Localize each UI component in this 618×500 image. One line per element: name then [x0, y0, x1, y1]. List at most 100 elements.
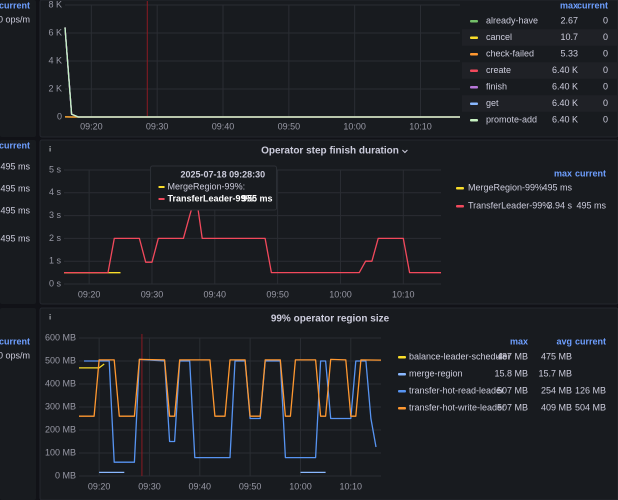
legend-label[interactable]: check-failed — [486, 48, 534, 58]
left-panel — [0, 308, 36, 500]
legend-marker[interactable] — [470, 102, 478, 106]
y-tick-label: 8 K — [48, 0, 62, 9]
left-panel — [0, 0, 36, 137]
y-tick-label: 4 s — [49, 187, 62, 197]
legend-value: 504 MB — [575, 402, 606, 412]
column-header: current — [0, 0, 30, 10]
x-tick-label: 09:50 — [239, 481, 262, 491]
x-tick-label: 10:00 — [289, 481, 312, 491]
x-tick-label: 09:40 — [204, 289, 227, 299]
legend-value: 6.40 K — [552, 98, 578, 108]
legend-value: 495 ms — [0, 205, 30, 215]
y-tick-label: 0 MB — [55, 470, 76, 480]
series-line — [79, 358, 382, 417]
column-header: current — [0, 140, 30, 150]
legend-value: 126 MB — [575, 385, 606, 395]
tooltip-marker — [158, 186, 165, 188]
legend-label[interactable]: get — [486, 98, 499, 108]
x-tick-label: 10:10 — [340, 481, 363, 491]
legend-marker[interactable] — [398, 356, 406, 359]
x-tick-label: 09:30 — [138, 481, 161, 491]
legend-label[interactable]: promote-add — [486, 114, 537, 124]
x-tick-label: 09:30 — [146, 121, 169, 131]
y-tick-label: 0 s — [49, 278, 62, 288]
legend-value: 2.67 — [560, 15, 578, 25]
legend-marker[interactable] — [470, 53, 478, 56]
y-tick-label: 1 s — [49, 256, 62, 266]
y-tick-label: 4 K — [48, 55, 62, 65]
legend-label[interactable]: MergeRegion-99% — [468, 182, 543, 192]
legend-value: 495 ms — [576, 200, 606, 210]
x-tick-label: 09:50 — [278, 121, 301, 131]
legend-marker[interactable] — [470, 36, 478, 40]
title-menu[interactable] — [402, 149, 408, 154]
panel-title: Operator step finish duration — [261, 146, 399, 157]
legend-value: 0 ops/m — [0, 14, 30, 24]
series-line — [64, 27, 460, 118]
legend-value: 10.7 — [560, 32, 578, 42]
legend-marker[interactable] — [456, 205, 464, 208]
legend-marker[interactable] — [470, 119, 478, 122]
legend-label[interactable]: merge-region — [409, 368, 463, 378]
legend-value: 0 — [603, 15, 608, 25]
panel-title: 99% operator region size — [271, 314, 390, 325]
legend-marker[interactable] — [456, 187, 464, 190]
legend-value: 0 — [603, 32, 608, 42]
tooltip — [150, 165, 278, 211]
y-tick-label: 2 s — [49, 233, 62, 243]
x-tick-label: 09:20 — [78, 289, 101, 299]
legend-value: 495 ms — [0, 183, 30, 193]
column-header: current — [0, 336, 30, 346]
legend-marker[interactable] — [398, 373, 406, 376]
legend-label[interactable]: finish — [486, 81, 507, 91]
legend-value: 495 ms — [0, 161, 30, 171]
tooltip-marker — [158, 198, 165, 200]
legend-value: 6.40 K — [552, 114, 578, 124]
legend-label[interactable]: balance-leader-scheduler — [409, 351, 511, 361]
legend-marker[interactable] — [470, 20, 478, 23]
legend-label[interactable]: TransferLeader-99% — [468, 200, 550, 210]
legend-value: 5.33 — [560, 48, 578, 58]
y-tick-label: 600 MB — [45, 332, 76, 342]
legend-row-bg — [462, 95, 618, 112]
legend-value: 495 ms — [0, 233, 30, 243]
x-tick-label: 09:20 — [88, 481, 111, 491]
x-tick-label: 10:10 — [392, 289, 415, 299]
legend-value: 6.40 K — [552, 65, 578, 75]
legend-value: 409 MB — [541, 402, 572, 412]
series-line — [79, 363, 105, 369]
legend-value: 254 MB — [541, 385, 572, 395]
legend-label[interactable]: cancel — [486, 32, 512, 42]
info-icon[interactable] — [46, 312, 54, 320]
panel — [39, 139, 618, 305]
x-tick-label: 09:20 — [80, 121, 103, 131]
legend-value: 6.40 K — [552, 81, 578, 91]
legend-value: 0 — [603, 98, 608, 108]
legend-marker[interactable] — [470, 69, 478, 73]
x-tick-label: 10:00 — [329, 289, 352, 299]
legend-marker[interactable] — [398, 390, 406, 393]
legend-label[interactable]: transfer-hot-write-leader — [409, 402, 505, 412]
y-tick-label: 500 MB — [45, 355, 76, 365]
legend-value: 0 ops/m — [0, 350, 30, 360]
legend-value: 15.8 MB — [494, 368, 528, 378]
legend-marker[interactable] — [398, 407, 406, 410]
legend-label[interactable]: transfer-hot-read-leader — [409, 385, 504, 395]
legend-marker[interactable] — [470, 86, 478, 89]
column-header: current — [577, 0, 608, 10]
column-header: max — [510, 336, 528, 346]
y-tick-label: 300 MB — [45, 401, 76, 411]
y-tick-label: 200 MB — [45, 424, 76, 434]
info-icon[interactable] — [46, 144, 54, 152]
tooltip-value: 955 ms — [242, 193, 273, 203]
legend-row-bg — [462, 62, 618, 79]
x-tick-label: 09:30 — [141, 289, 164, 299]
legend-value: 0 — [603, 48, 608, 58]
legend-row-bg — [462, 29, 618, 46]
legend-label[interactable]: create — [486, 65, 511, 75]
legend-value: 15.7 MB — [538, 368, 572, 378]
legend-value: 507 MB — [497, 402, 528, 412]
series-line — [64, 193, 442, 274]
legend-label[interactable]: already-have — [486, 15, 538, 25]
